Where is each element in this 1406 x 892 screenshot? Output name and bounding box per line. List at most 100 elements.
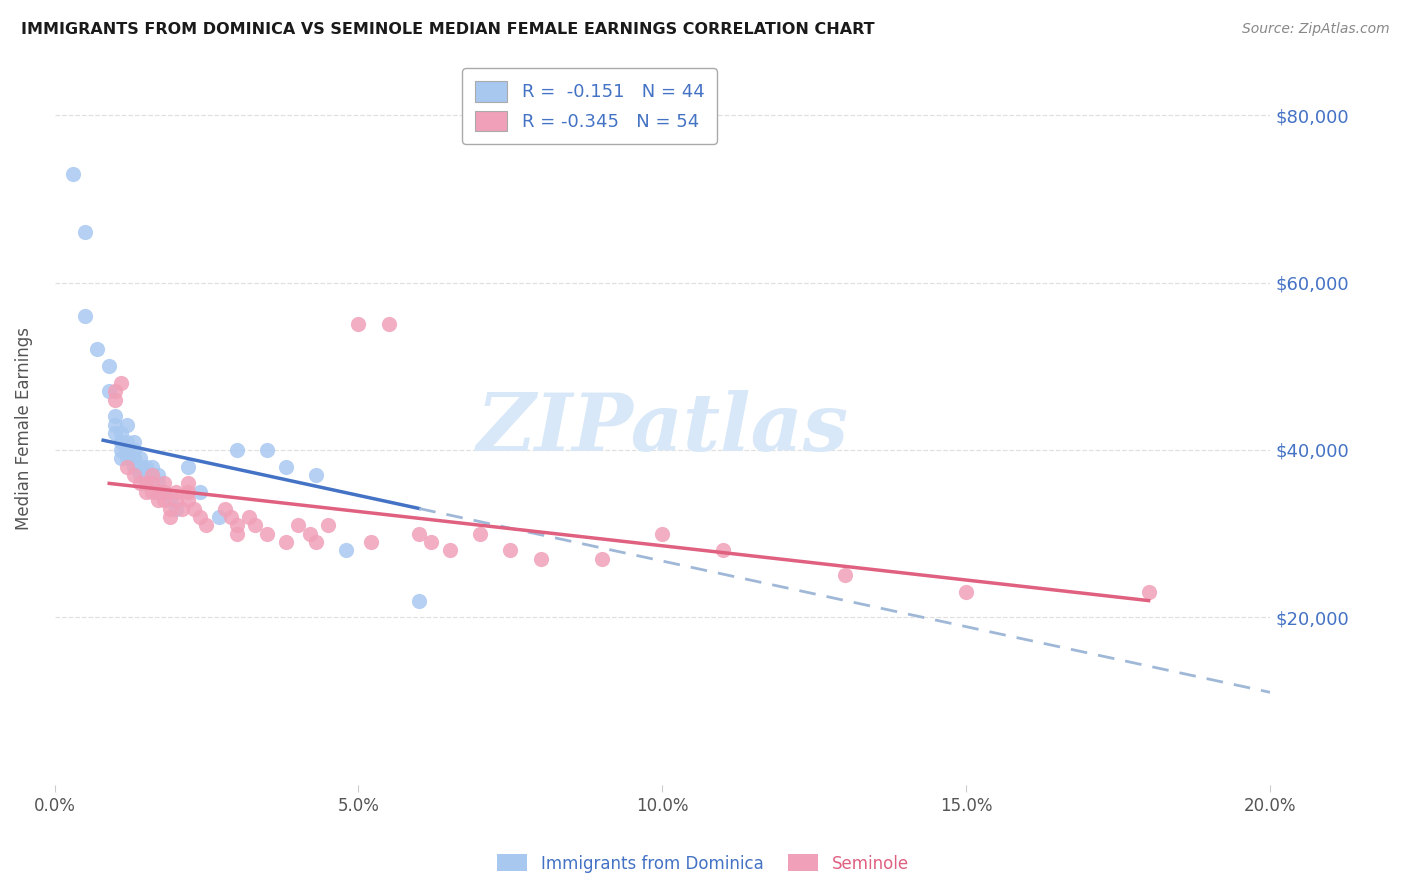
Point [183,501,205,516]
Point [651,526,673,541]
Point [128,451,150,466]
Point [104,417,127,432]
Legend: R =  -0.151   N = 44, R = -0.345   N = 54: R = -0.151 N = 44, R = -0.345 N = 54 [463,68,717,144]
Point [177,476,200,491]
Point [141,476,163,491]
Point [316,518,339,533]
Point [135,476,157,491]
Point [165,501,187,516]
Point [153,493,176,508]
Point [305,535,328,549]
Point [117,451,139,466]
Point [122,468,145,483]
Point [530,551,553,566]
Point [98,384,121,399]
Point [153,484,176,499]
Point [141,468,163,483]
Point [159,509,181,524]
Point [86,343,108,357]
Point [73,309,96,323]
Point [117,417,139,432]
Point [1137,585,1160,599]
Point [110,376,132,390]
Point [141,459,163,474]
Point [177,459,200,474]
Point [219,509,242,524]
Point [955,585,977,599]
Point [439,543,461,558]
Point [104,426,127,441]
Point [135,476,157,491]
Point [153,484,176,499]
Point [159,501,181,516]
Point [225,518,247,533]
Point [146,484,169,499]
Point [117,434,139,449]
Point [98,359,121,374]
Point [128,476,150,491]
Point [110,426,132,441]
Point [117,459,139,474]
Text: IMMIGRANTS FROM DOMINICA VS SEMINOLE MEDIAN FEMALE EARNINGS CORRELATION CHART: IMMIGRANTS FROM DOMINICA VS SEMINOLE MED… [21,22,875,37]
Point [711,543,734,558]
Point [408,593,430,607]
Point [347,318,370,332]
Point [274,459,297,474]
Point [214,501,236,516]
Legend: Immigrants from Dominica, Seminole: Immigrants from Dominica, Seminole [491,847,915,880]
Point [135,468,157,483]
Point [408,526,430,541]
Point [468,526,491,541]
Point [172,501,194,516]
Point [274,535,297,549]
Point [360,535,382,549]
Text: Source: ZipAtlas.com: Source: ZipAtlas.com [1241,22,1389,37]
Point [256,526,278,541]
Point [420,535,443,549]
Point [225,526,247,541]
Point [146,484,169,499]
Point [117,442,139,457]
Point [141,468,163,483]
Point [146,476,169,491]
Point [208,509,231,524]
Point [110,451,132,466]
Y-axis label: Median Female Earnings: Median Female Earnings [15,327,32,531]
Point [135,484,157,499]
Point [190,484,212,499]
Point [122,451,145,466]
Point [165,493,187,508]
Point [256,442,278,457]
Point [834,568,856,582]
Point [177,493,200,508]
Point [153,476,176,491]
Point [190,509,212,524]
Point [146,468,169,483]
Point [591,551,613,566]
Point [122,434,145,449]
Point [335,543,357,558]
Point [146,493,169,508]
Point [177,484,200,499]
Point [238,509,260,524]
Text: ZIPatlas: ZIPatlas [477,390,848,467]
Point [225,442,247,457]
Point [195,518,218,533]
Point [243,518,266,533]
Point [298,526,321,541]
Point [378,318,401,332]
Point [122,442,145,457]
Point [499,543,522,558]
Point [128,468,150,483]
Point [73,225,96,239]
Point [104,384,127,399]
Point [165,484,187,499]
Point [287,518,309,533]
Point [104,392,127,407]
Point [135,459,157,474]
Point [104,409,127,424]
Point [141,484,163,499]
Point [159,493,181,508]
Point [110,434,132,449]
Point [110,442,132,457]
